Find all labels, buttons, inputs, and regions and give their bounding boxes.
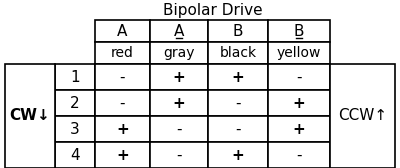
Text: +: + (293, 95, 305, 111)
Bar (268, 64, 330, 90)
Bar (150, 90, 208, 116)
Bar (55, 142, 95, 168)
Text: A: A (117, 24, 128, 38)
Text: A: A (174, 24, 184, 38)
Text: B: B (294, 24, 304, 38)
Text: +: + (293, 121, 305, 136)
Bar (55, 64, 95, 90)
Text: -: - (176, 121, 182, 136)
Text: -: - (120, 70, 125, 85)
Text: +: + (173, 95, 185, 111)
Bar (268, 42, 330, 64)
Text: 1: 1 (70, 70, 80, 85)
Bar (208, 90, 268, 116)
Text: 2: 2 (70, 95, 80, 111)
Text: -: - (235, 95, 241, 111)
Text: +: + (116, 121, 129, 136)
Bar (5, 64, 55, 168)
Bar (95, 64, 150, 90)
Bar (208, 116, 268, 142)
Bar (208, 64, 268, 90)
Text: -: - (296, 148, 302, 162)
Bar (95, 90, 150, 116)
Bar (150, 64, 208, 90)
Text: -: - (120, 95, 125, 111)
Text: Bipolar Drive: Bipolar Drive (163, 3, 262, 17)
Text: -: - (176, 148, 182, 162)
Text: yellow: yellow (277, 46, 321, 60)
Bar (268, 116, 330, 142)
Text: +: + (232, 148, 244, 162)
Text: 4: 4 (70, 148, 80, 162)
Bar (95, 116, 150, 142)
Text: CW↓: CW↓ (10, 109, 50, 123)
Bar (150, 142, 208, 168)
Text: +: + (173, 70, 185, 85)
Bar (150, 42, 208, 64)
Bar (55, 90, 95, 116)
Bar (208, 142, 268, 168)
Bar (150, 116, 208, 142)
Bar (208, 42, 268, 64)
Text: +: + (116, 148, 129, 162)
Bar (268, 142, 330, 168)
Bar (208, 20, 268, 42)
Bar (150, 20, 208, 42)
Text: +: + (232, 70, 244, 85)
Bar (330, 64, 395, 168)
Text: black: black (220, 46, 256, 60)
Text: -: - (296, 70, 302, 85)
Bar (95, 42, 150, 64)
Bar (95, 20, 150, 42)
Bar (268, 20, 330, 42)
Text: red: red (111, 46, 134, 60)
Text: B: B (233, 24, 243, 38)
Text: 3: 3 (70, 121, 80, 136)
Bar (55, 116, 95, 142)
Text: -: - (235, 121, 241, 136)
Bar (95, 142, 150, 168)
Bar (268, 90, 330, 116)
Text: CCW↑: CCW↑ (338, 109, 387, 123)
Text: gray: gray (163, 46, 195, 60)
